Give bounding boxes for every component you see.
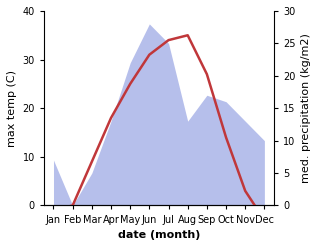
X-axis label: date (month): date (month) xyxy=(118,230,200,240)
Y-axis label: med. precipitation (kg/m2): med. precipitation (kg/m2) xyxy=(301,33,311,183)
Y-axis label: max temp (C): max temp (C) xyxy=(7,70,17,147)
